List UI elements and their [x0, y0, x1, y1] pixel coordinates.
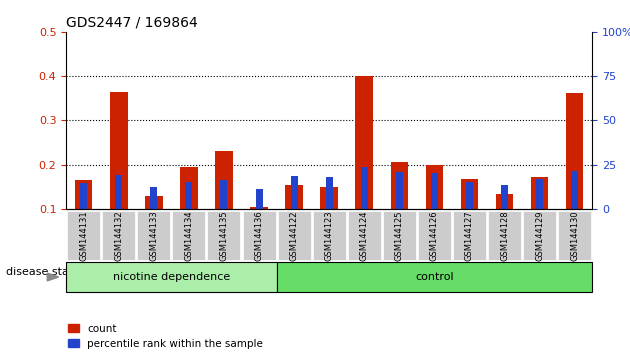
Bar	[536, 179, 543, 209]
Text: GSM144130: GSM144130	[570, 210, 579, 261]
Text: GSM144132: GSM144132	[114, 210, 123, 261]
Text: GSM144127: GSM144127	[465, 210, 474, 261]
Text: GSM144128: GSM144128	[500, 210, 509, 261]
Text: GSM144131: GSM144131	[79, 210, 88, 261]
Text: GSM144134: GSM144134	[185, 210, 193, 261]
Bar	[75, 180, 93, 209]
Text: GDS2447 / 169864: GDS2447 / 169864	[66, 15, 198, 29]
Bar	[326, 177, 333, 209]
Bar	[185, 182, 192, 209]
Bar	[151, 187, 158, 209]
Text: GSM144124: GSM144124	[360, 210, 369, 261]
Bar	[115, 175, 122, 209]
Text: disease state: disease state	[6, 267, 81, 277]
Bar	[496, 194, 513, 209]
Bar	[80, 183, 87, 209]
Legend: count, percentile rank within the sample: count, percentile rank within the sample	[68, 324, 263, 349]
Bar	[220, 180, 227, 209]
Bar	[501, 185, 508, 209]
Text: nicotine dependence: nicotine dependence	[113, 272, 230, 282]
Bar	[256, 188, 263, 209]
Text: GSM144126: GSM144126	[430, 210, 439, 261]
Bar	[290, 176, 297, 209]
Text: GSM144136: GSM144136	[255, 210, 263, 261]
Bar	[250, 207, 268, 209]
Bar	[396, 172, 403, 209]
Bar	[215, 152, 232, 209]
Bar	[466, 182, 473, 209]
Text: GSM144133: GSM144133	[149, 210, 158, 261]
Bar	[285, 184, 303, 209]
Bar	[321, 187, 338, 209]
Bar	[110, 92, 127, 209]
Bar	[431, 173, 438, 209]
Bar	[355, 76, 373, 209]
Bar	[461, 179, 478, 209]
Text: GSM144135: GSM144135	[219, 210, 229, 261]
Text: GSM144129: GSM144129	[535, 210, 544, 261]
Bar	[531, 177, 548, 209]
Bar	[391, 162, 408, 209]
Bar	[426, 165, 443, 209]
Text: control: control	[415, 272, 454, 282]
Bar	[361, 167, 368, 209]
Text: GSM144125: GSM144125	[395, 210, 404, 261]
Text: GSM144123: GSM144123	[324, 210, 334, 261]
Bar	[566, 93, 583, 209]
Bar	[571, 171, 578, 209]
Text: GSM144122: GSM144122	[290, 210, 299, 261]
Bar	[145, 195, 163, 209]
Bar	[180, 167, 198, 209]
